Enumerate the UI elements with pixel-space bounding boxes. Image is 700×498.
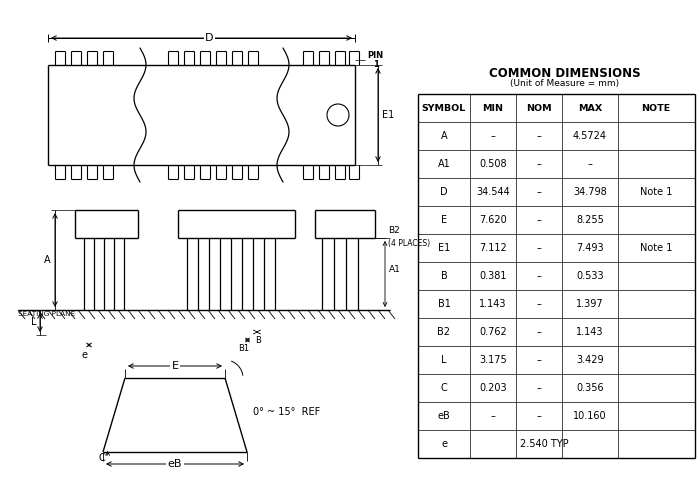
Text: 7.620: 7.620 (479, 215, 507, 225)
Text: MIN: MIN (482, 104, 503, 113)
Text: E1: E1 (438, 243, 450, 253)
Text: –: – (537, 383, 541, 393)
Text: E: E (172, 361, 178, 371)
Text: 7.112: 7.112 (479, 243, 507, 253)
Text: 0.381: 0.381 (480, 271, 507, 281)
Text: SEATING PLANE: SEATING PLANE (18, 311, 76, 317)
Text: 0.762: 0.762 (479, 327, 507, 337)
Text: –: – (537, 411, 541, 421)
Text: B2: B2 (388, 226, 400, 235)
Text: (Unit of Measure = mm): (Unit of Measure = mm) (510, 79, 620, 88)
Text: –: – (537, 355, 541, 365)
Text: COMMON DIMENSIONS: COMMON DIMENSIONS (489, 67, 640, 80)
Text: e: e (441, 439, 447, 449)
Text: C: C (440, 383, 447, 393)
Text: 3.175: 3.175 (479, 355, 507, 365)
Text: E1: E1 (382, 110, 394, 120)
Text: eB: eB (168, 459, 182, 469)
Text: e: e (81, 350, 87, 360)
Text: D: D (205, 33, 214, 43)
Text: –: – (537, 299, 541, 309)
Text: B1: B1 (239, 344, 250, 353)
Text: –: – (491, 411, 496, 421)
Text: –: – (537, 159, 541, 169)
Text: 0.356: 0.356 (576, 383, 604, 393)
Text: 0° ~ 15°  REF: 0° ~ 15° REF (253, 407, 321, 417)
Text: –: – (491, 131, 496, 141)
Text: 8.255: 8.255 (576, 215, 604, 225)
Text: –: – (537, 131, 541, 141)
Text: –: – (587, 159, 592, 169)
Text: NOTE: NOTE (641, 104, 671, 113)
Text: –: – (537, 327, 541, 337)
Text: 1: 1 (373, 59, 379, 69)
Text: eB: eB (438, 411, 450, 421)
Text: (4 PLACES): (4 PLACES) (388, 239, 430, 248)
Text: MAX: MAX (578, 104, 602, 113)
Text: 0.508: 0.508 (480, 159, 507, 169)
Text: B: B (440, 271, 447, 281)
Text: 34.798: 34.798 (573, 187, 607, 197)
Text: –: – (537, 243, 541, 253)
Text: 4.5724: 4.5724 (573, 131, 607, 141)
Text: D: D (440, 187, 448, 197)
Text: A1: A1 (438, 159, 450, 169)
Text: B1: B1 (438, 299, 450, 309)
Text: PIN: PIN (367, 50, 383, 59)
Text: C: C (98, 453, 105, 463)
Text: 3.429: 3.429 (576, 355, 604, 365)
Text: NOM: NOM (526, 104, 552, 113)
Text: 1.397: 1.397 (576, 299, 604, 309)
Text: A1: A1 (389, 264, 401, 273)
Text: Note 1: Note 1 (640, 187, 672, 197)
Text: 1.143: 1.143 (480, 299, 507, 309)
Text: 0.203: 0.203 (480, 383, 507, 393)
Text: 1.143: 1.143 (576, 327, 603, 337)
Text: –: – (537, 271, 541, 281)
Text: Note 1: Note 1 (640, 243, 672, 253)
Text: SYMBOL: SYMBOL (422, 104, 466, 113)
Text: 10.160: 10.160 (573, 411, 607, 421)
Text: L: L (32, 317, 37, 327)
Text: 34.544: 34.544 (476, 187, 510, 197)
Text: A: A (44, 255, 51, 265)
Text: B: B (255, 336, 261, 345)
Text: –: – (537, 215, 541, 225)
Text: 2.540 TYP: 2.540 TYP (519, 439, 568, 449)
Text: –: – (537, 187, 541, 197)
Text: A: A (441, 131, 447, 141)
Text: 7.493: 7.493 (576, 243, 604, 253)
Text: E: E (441, 215, 447, 225)
Text: B2: B2 (438, 327, 451, 337)
Text: 0.533: 0.533 (576, 271, 604, 281)
Text: L: L (441, 355, 447, 365)
